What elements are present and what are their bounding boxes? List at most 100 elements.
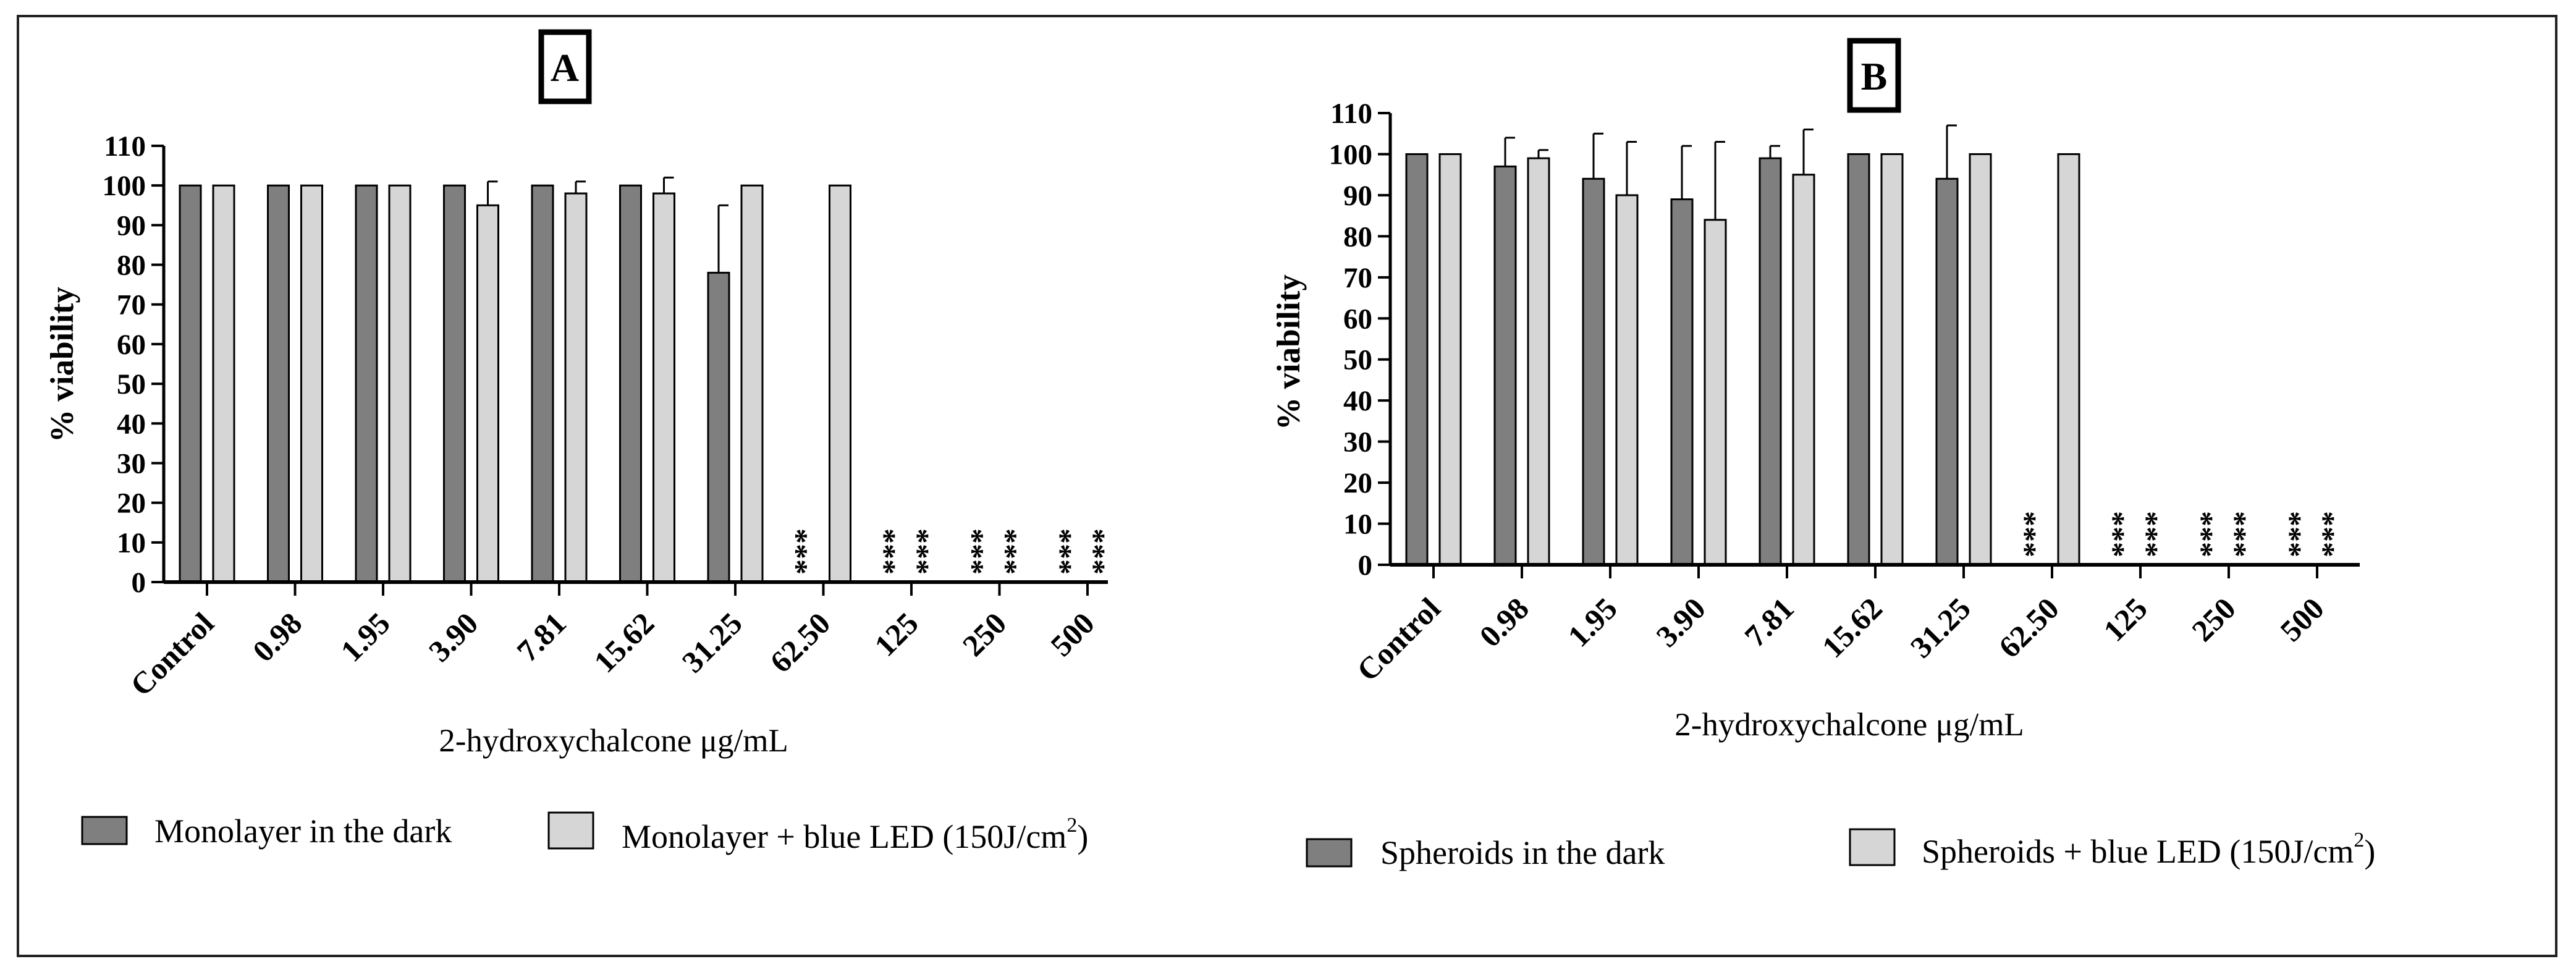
legend-swatch-spheroids-led <box>1849 828 1896 866</box>
legend-label-spheroids-led: Spheroids + blue LED (150J/cm2) <box>1922 829 2375 870</box>
y-tick-label: 10 <box>1343 509 1372 541</box>
bar-dark <box>267 184 290 583</box>
bar-dark <box>443 184 466 583</box>
panel-a-y-axis: 0 10 20 30 40 50 60 70 80 90 100 110 <box>103 130 166 599</box>
y-tick-label: 110 <box>104 130 146 163</box>
significance-stars: *** <box>788 528 822 575</box>
panel-b-legend: Spheroids in the dark Spheroids + blue L… <box>1306 828 2375 871</box>
y-tick-label: 80 <box>1343 221 1372 253</box>
x-category-label: 250 <box>2185 591 2242 648</box>
y-tick-label: 90 <box>1343 180 1372 212</box>
significance-stars: *** <box>2315 511 2349 557</box>
x-category-label: 125 <box>2097 591 2154 648</box>
x-category-label: 7.81 <box>1738 591 1800 653</box>
x-category-label: 15.62 <box>1815 591 1889 664</box>
bar-led <box>1527 157 1550 566</box>
bar-dark <box>1582 177 1605 566</box>
x-category-label: 7.81 <box>510 606 572 668</box>
x-category-label: 62.50 <box>763 606 837 679</box>
bar-led <box>1792 174 1815 566</box>
significance-stars: *** <box>997 528 1032 575</box>
x-category-label: 500 <box>2273 591 2331 648</box>
panel-a-label-box <box>538 29 592 104</box>
legend-swatch-spheroids-dark <box>1306 838 1353 868</box>
y-tick-label: 50 <box>1343 344 1372 376</box>
significance-stars: *** <box>964 528 999 575</box>
x-category-label: 3.90 <box>1649 591 1712 653</box>
panel-b-chart: B % viability 0102030405060708090100110 … <box>1271 38 2375 871</box>
bar-dark <box>1759 157 1782 566</box>
y-tick-label: 100 <box>1329 138 1373 171</box>
bar-led <box>1969 153 1992 566</box>
significance-stars: *** <box>2016 511 2051 557</box>
significance-stars: *** <box>1085 528 1120 575</box>
panel-a-xlabel: 2-hydroxychalcone μg/mL <box>439 723 788 759</box>
y-tick-label: 60 <box>117 329 146 361</box>
bar-dark <box>179 184 202 583</box>
x-category-label: 15.62 <box>587 606 661 679</box>
y-tick-label: 60 <box>1343 303 1372 335</box>
bar-dark <box>1493 165 1517 566</box>
x-category-label: 62.50 <box>1992 591 2066 664</box>
panel-b-y-axis: 0 10 20 30 40 50 60 70 80 90 100 110 <box>1329 98 1392 581</box>
x-category-label: 0.98 <box>1472 591 1535 653</box>
legend-label-monolayer-dark: Monolayer in the dark <box>154 813 452 850</box>
y-tick-label: 10 <box>117 527 146 559</box>
bar-led <box>1704 219 1727 566</box>
significance-stars: *** <box>2226 511 2261 557</box>
y-tick-label: 20 <box>1343 467 1372 499</box>
panel-a-legend: Monolayer in the dark Monolayer + blue L… <box>81 811 1088 855</box>
significance-stars: *** <box>876 528 910 575</box>
significance-stars: *** <box>2105 511 2139 557</box>
y-tick-label: 0 <box>1358 549 1373 581</box>
x-category-label: 125 <box>868 606 925 663</box>
bar-dark <box>1847 153 1870 566</box>
y-tick-label: 20 <box>117 488 146 520</box>
bar-led <box>2057 153 2080 566</box>
x-category-label: 3.90 <box>422 606 484 668</box>
bar-led <box>1880 153 1904 566</box>
panel-b-label-box <box>1847 38 1901 113</box>
x-category-label: 250 <box>956 606 1013 663</box>
bar-dark <box>1935 177 1959 566</box>
panel-b-ylabel: % viability <box>1271 274 1307 430</box>
bar-led <box>829 184 851 583</box>
bar-led <box>740 184 764 583</box>
significance-stars: *** <box>1052 528 1086 575</box>
bar-dark <box>619 184 642 583</box>
significance-stars: *** <box>2138 511 2173 557</box>
bar-dark <box>355 184 378 583</box>
bar-led <box>1438 153 1462 566</box>
legend-swatch-monolayer-led <box>547 811 594 850</box>
bar-led <box>564 192 588 583</box>
x-category-label: 31.25 <box>1904 591 1977 664</box>
bar-led <box>388 184 412 583</box>
y-tick-label: 40 <box>117 408 146 440</box>
y-tick-label: 0 <box>132 567 146 599</box>
panel-a-chart: A % viability 0102030405060708090100110 … <box>44 29 1120 855</box>
bar-dark <box>1670 198 1694 566</box>
x-category-label: 1.95 <box>1561 591 1623 653</box>
significance-stars: *** <box>2281 511 2316 557</box>
panel-a-bars: *** ****** ****** ****** <box>179 176 1120 583</box>
figure-frame <box>17 15 2557 957</box>
y-tick-label: 30 <box>1343 426 1372 459</box>
y-tick-label: 30 <box>117 447 146 480</box>
x-category-label: Control <box>1350 591 1447 688</box>
bar-dark <box>1405 153 1429 566</box>
panel-b-xlabel: 2-hydroxychalcone μg/mL <box>1674 707 2024 743</box>
bar-led <box>1615 194 1639 566</box>
y-tick-label: 80 <box>117 250 146 282</box>
panel-a-letter: A <box>551 46 579 90</box>
x-category-label: 0.98 <box>246 606 308 668</box>
significance-stars: *** <box>2193 511 2228 557</box>
y-tick-label: 40 <box>1343 385 1372 417</box>
x-category-label: 1.95 <box>334 606 396 668</box>
y-tick-label: 70 <box>117 289 146 321</box>
bar-dark <box>707 271 730 583</box>
x-category-label: 31.25 <box>675 606 749 679</box>
bar-dark <box>531 184 554 583</box>
x-category-label: 500 <box>1044 606 1101 663</box>
x-category-label: Control <box>124 606 221 703</box>
